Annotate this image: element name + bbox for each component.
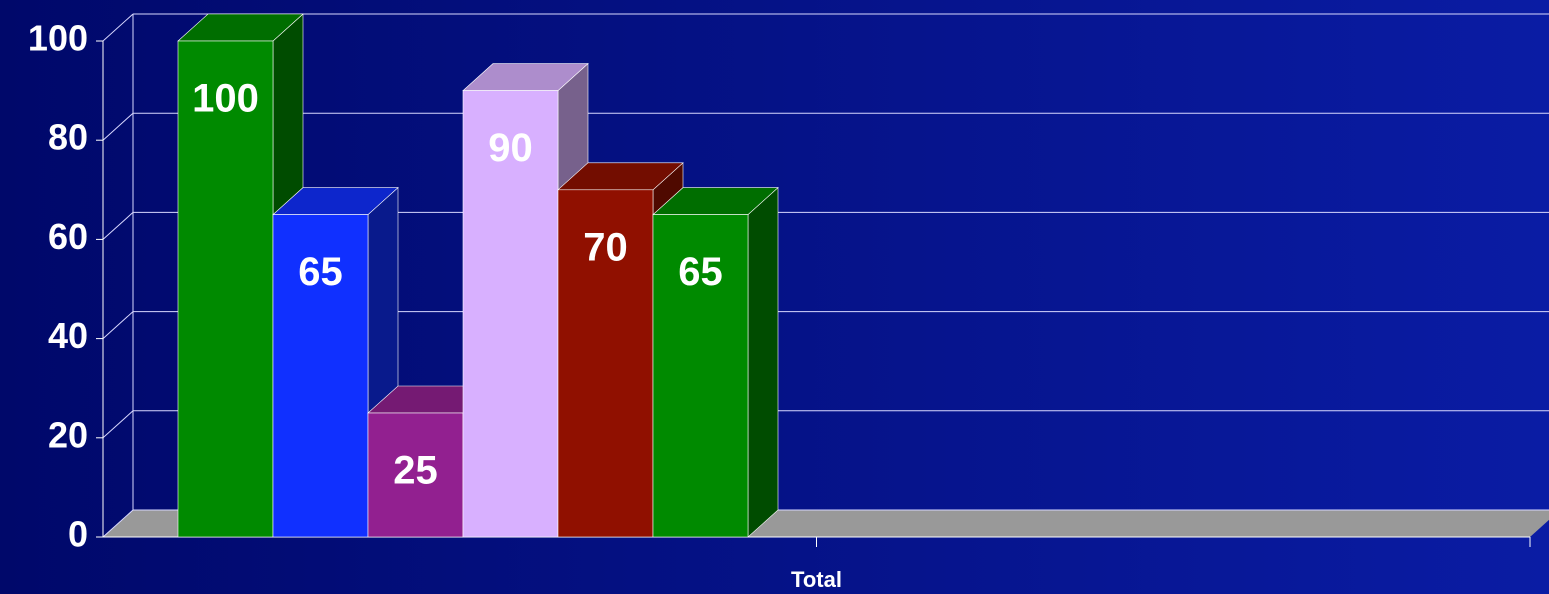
- y-tick-label: 80: [48, 117, 88, 158]
- data-label: 70: [583, 225, 628, 269]
- bar: [177, 40, 274, 538]
- data-label: 65: [298, 250, 343, 294]
- grid-line: [102, 112, 134, 141]
- grid-line: [102, 13, 134, 42]
- data-label: 65: [678, 250, 723, 294]
- bar: [462, 90, 559, 538]
- bar: [272, 214, 369, 538]
- data-label: 25: [393, 449, 438, 493]
- bar: [557, 189, 654, 538]
- x-tick-label: Total: [791, 567, 842, 592]
- y-tick-label: 20: [48, 414, 88, 455]
- y-tick-label: 100: [28, 18, 88, 59]
- grid-line: [102, 311, 134, 339]
- y-tick-label: 0: [68, 514, 88, 555]
- grid-line: [102, 212, 134, 240]
- data-label: 90: [488, 126, 533, 170]
- grid-line: [102, 509, 134, 538]
- grid-line: [102, 410, 134, 439]
- bar: [652, 214, 749, 538]
- y-tick-label: 60: [48, 216, 88, 257]
- data-label: 100: [192, 77, 259, 121]
- y-tick-label: 40: [48, 315, 88, 356]
- bar: [367, 412, 464, 538]
- bar-side: [747, 186, 779, 538]
